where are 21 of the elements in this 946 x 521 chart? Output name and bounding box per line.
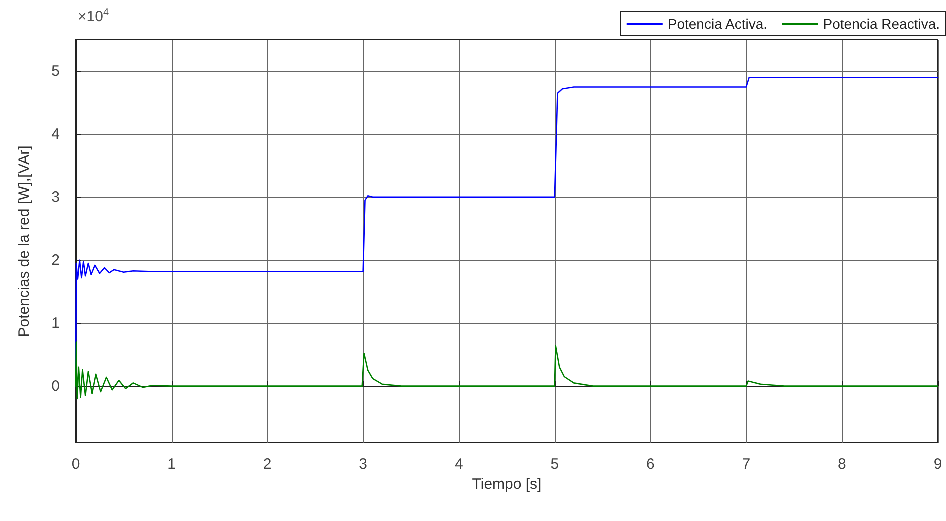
y-axis-title: Potencias de la red [W],[VAr] bbox=[16, 146, 33, 338]
x-tick-label: 4 bbox=[454, 456, 464, 473]
line-series bbox=[75, 342, 939, 400]
x-tick-label: 7 bbox=[742, 456, 751, 473]
x-tick-label: 9 bbox=[934, 456, 942, 473]
x-tick-label: 0 bbox=[72, 456, 80, 473]
y-tick-label: 2 bbox=[52, 252, 60, 269]
x-tick-label: 5 bbox=[550, 456, 560, 473]
y-tick-label: 1 bbox=[52, 314, 60, 332]
y-tick-label: 5 bbox=[52, 62, 60, 80]
y-tick-label: 3 bbox=[52, 188, 60, 206]
x-tick-label: 8 bbox=[838, 456, 846, 473]
x-tick-label: 2 bbox=[263, 456, 272, 473]
x-tick-label: 6 bbox=[646, 456, 655, 473]
x-tick-label: 1 bbox=[168, 456, 176, 473]
x-tick-label: 3 bbox=[359, 456, 368, 473]
legend-label: Potencia Reactiva. bbox=[823, 16, 940, 32]
y-tick-label: 0 bbox=[52, 378, 60, 395]
y-tick-label: 4 bbox=[52, 126, 60, 143]
legend-label: Potencia Activa. bbox=[668, 16, 768, 32]
x-axis-title: Tiempo [s] bbox=[472, 476, 542, 493]
